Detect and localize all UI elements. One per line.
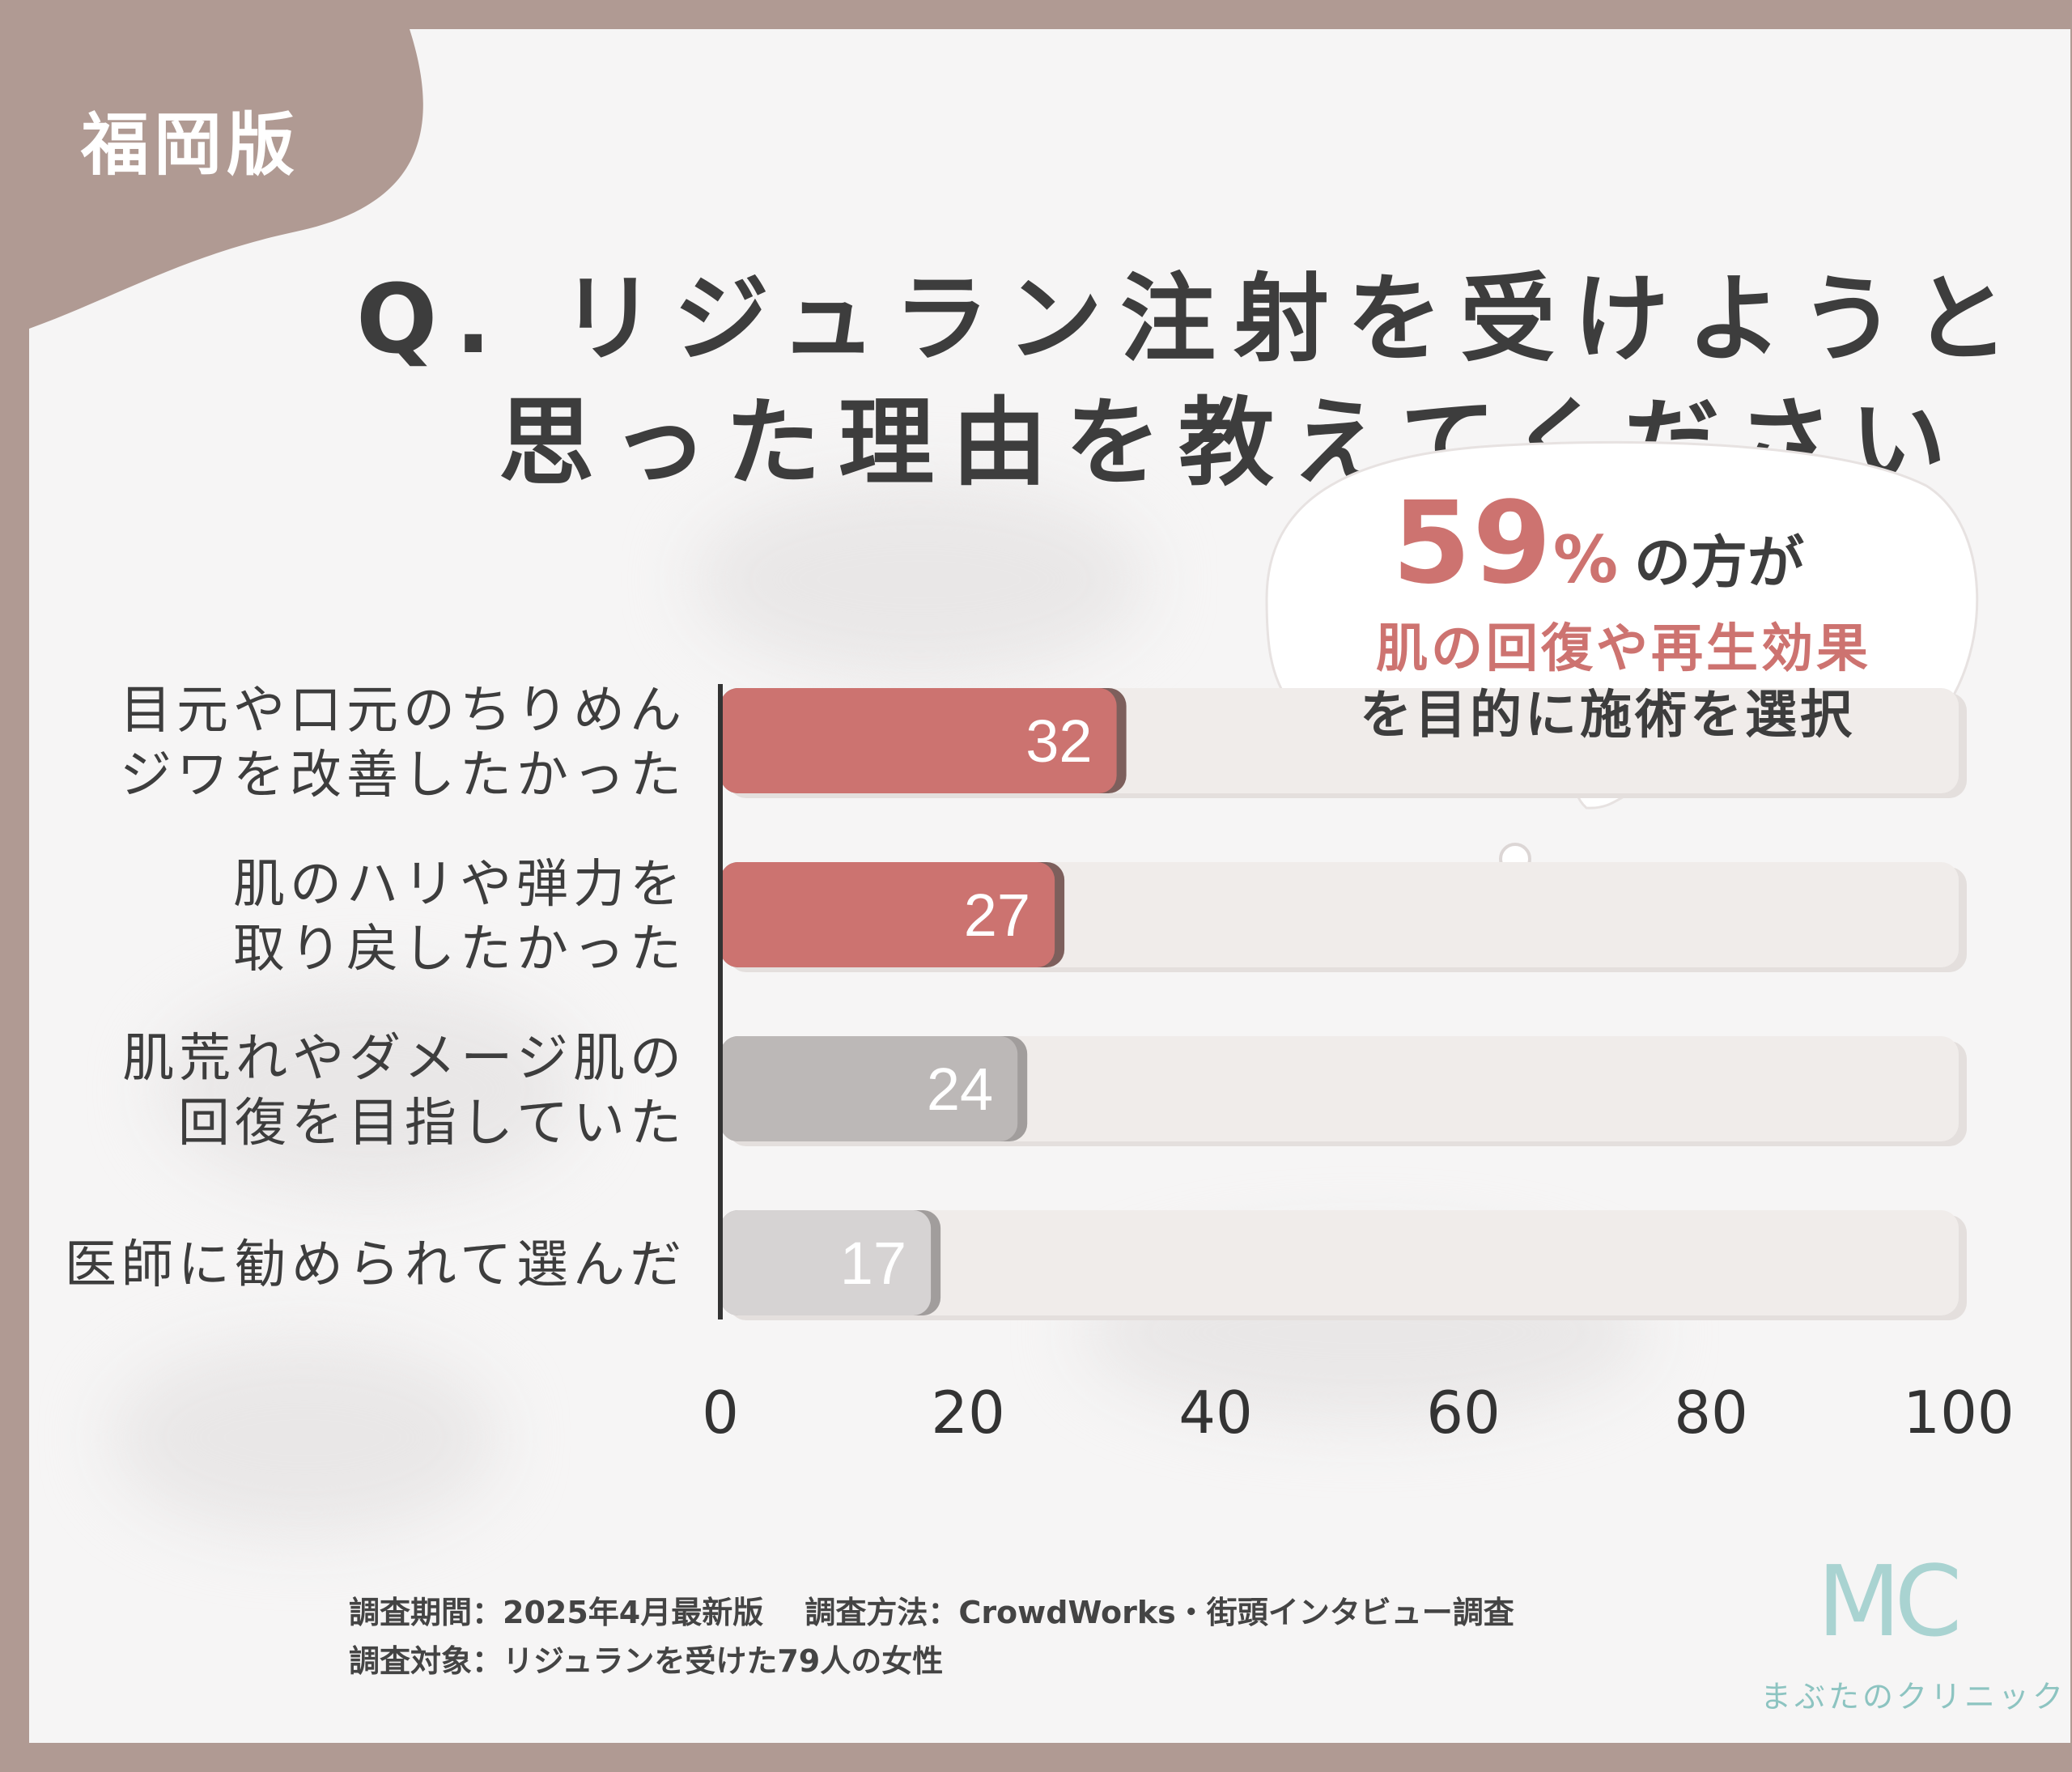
x-tick-label: 60 — [1426, 1379, 1501, 1447]
callout-percent: 59 — [1392, 478, 1553, 610]
bar-17 — [720, 1210, 932, 1315]
category-label: 目元や口元のちりめん — [120, 681, 686, 741]
survey-period-method-note: 調査期間：2025年4月最新版 調査方法：CrowdWorks・街頭インタビュー… — [349, 1595, 1514, 1630]
callout-body-text: を目的に施術を選択 — [1360, 686, 1855, 746]
x-tick-label: 0 — [702, 1379, 739, 1447]
x-tick-label: 20 — [931, 1379, 1005, 1447]
bar-track — [720, 1036, 1959, 1141]
x-tick-label: 100 — [1903, 1379, 2014, 1447]
x-tick-label: 40 — [1178, 1379, 1253, 1447]
bar-27 — [720, 862, 1055, 967]
edition-label: 福岡版 — [81, 105, 300, 185]
clinic-logo-mark: MC — [1817, 1546, 1962, 1659]
bar-value-label: 27 — [964, 882, 1030, 949]
clinic-logo-name: まぶたのクリニック — [1760, 1679, 2067, 1715]
background-smudge — [693, 482, 1146, 677]
category-label: 取り戻したかった — [233, 920, 686, 979]
bar-32 — [720, 688, 1117, 793]
survey-target-note: 調査対象：リジュランを受けた79人の女性 — [349, 1643, 944, 1679]
bar-value-label: 17 — [840, 1230, 906, 1297]
category-label: ジワを改善したかった — [120, 746, 686, 805]
question-title-line-1: Q. リジュラン注射を受けようと — [356, 263, 2027, 375]
category-label: 肌荒れやダメージ肌の — [122, 1029, 686, 1089]
bar-24 — [720, 1036, 1018, 1141]
callout-percent-unit: % — [1552, 522, 1618, 597]
category-label: 医師に勧められて選んだ — [65, 1235, 686, 1295]
x-tick-label: 80 — [1674, 1379, 1748, 1447]
background-smudge — [110, 1341, 499, 1535]
callout-highlight-text: 肌の回復や再生効果 — [1376, 619, 1871, 679]
corner-tab — [29, 29, 423, 329]
bar-value-label: 32 — [1025, 708, 1092, 775]
category-label: 肌のハリや弾力を — [233, 855, 686, 915]
callout-headline: 59% の方が — [1392, 478, 1804, 610]
background-smudge — [159, 984, 580, 1195]
bar-track — [720, 1210, 1959, 1315]
bar-value-label: 24 — [927, 1056, 993, 1123]
category-label: 回復を目指していた — [178, 1094, 686, 1154]
callout-suffix: の方が — [1633, 529, 1804, 596]
